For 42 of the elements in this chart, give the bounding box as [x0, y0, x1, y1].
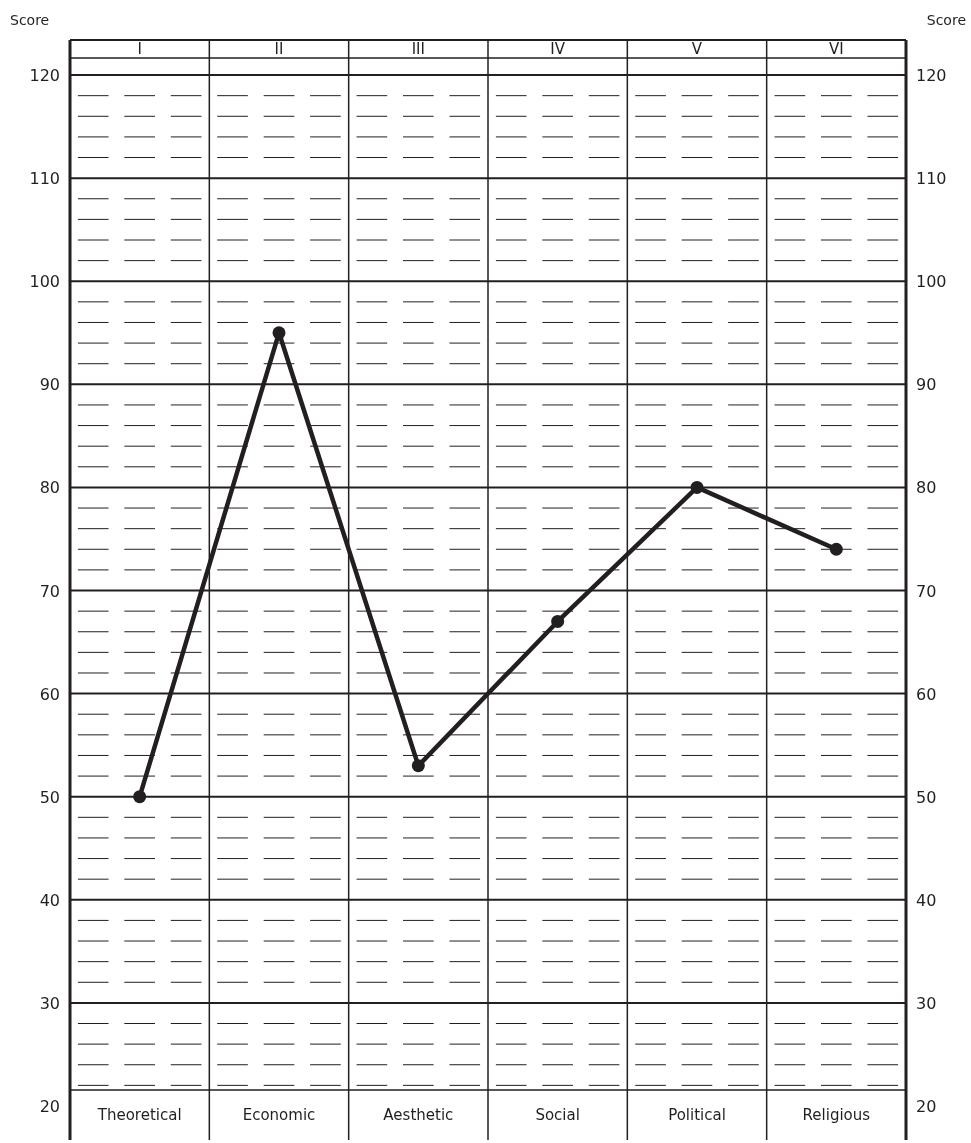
point: [690, 480, 704, 494]
x-tick-label: Economic: [242, 1106, 316, 1124]
y2-tick-label: 80: [916, 478, 937, 498]
x-tick-label: Political: [668, 1106, 726, 1124]
point: [411, 759, 425, 773]
point: [551, 614, 565, 628]
y2-tick-label: 20: [916, 1096, 937, 1116]
y2-axis-title: Score: [926, 12, 966, 28]
annotation: II: [274, 40, 284, 58]
annotation: VI: [828, 40, 844, 58]
y2-tick-label: 120: [916, 66, 947, 86]
y-axis-title: Score: [10, 12, 50, 28]
point: [272, 326, 286, 340]
y-tick-label: 80: [39, 478, 60, 498]
y-tick-label: 60: [39, 684, 60, 704]
x-tick-label: Theoretical: [96, 1106, 182, 1124]
point: [133, 790, 147, 804]
y2-tick-label: 40: [916, 890, 937, 910]
annotation: V: [691, 40, 703, 58]
y2-tick-label: 100: [916, 272, 947, 292]
y-tick-label: 30: [39, 993, 60, 1013]
y-tick-label: 70: [39, 581, 60, 601]
y2-tick-label: 70: [916, 581, 937, 601]
point: [829, 542, 843, 556]
annotation: IV: [550, 40, 566, 58]
y-tick-label: 50: [39, 787, 60, 807]
annotation: I: [137, 40, 142, 58]
y-tick-label: 90: [39, 375, 60, 395]
y-tick-label: 20: [39, 1096, 60, 1116]
y-tick-label: 40: [39, 890, 60, 910]
y2-tick-label: 60: [916, 684, 937, 704]
x-tick-label: Religious: [802, 1106, 871, 1124]
y2-tick-label: 110: [916, 169, 947, 189]
y2-tick-label: 30: [916, 993, 937, 1013]
y-tick-label: 100: [29, 272, 60, 292]
x-tick-label: Social: [535, 1106, 580, 1124]
y2-tick-label: 90: [916, 375, 937, 395]
y-tick-label: 120: [29, 66, 60, 86]
y2-tick-label: 50: [916, 787, 937, 807]
y-tick-label: 110: [29, 169, 60, 189]
x-tick-label: Aesthetic: [383, 1106, 454, 1124]
annotation: III: [411, 40, 425, 58]
